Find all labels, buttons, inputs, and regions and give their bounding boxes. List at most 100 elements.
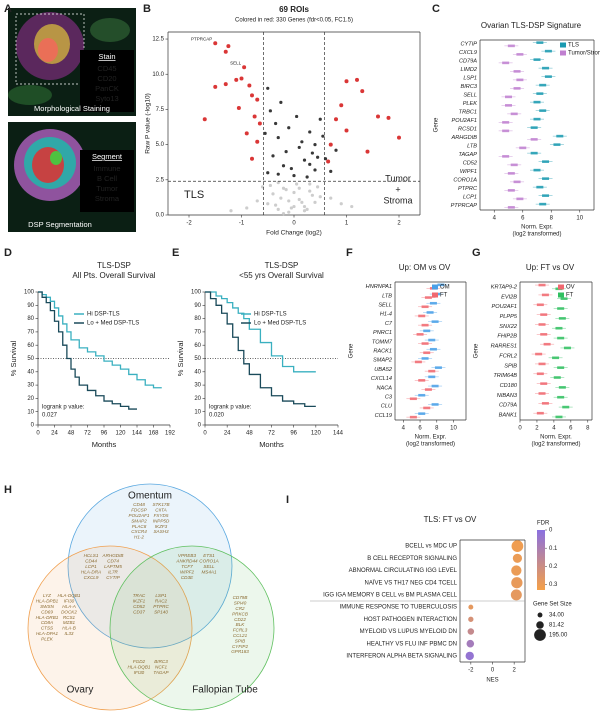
x-axis-label: (log2 transformed)	[406, 442, 455, 448]
x-tick-label: 6	[521, 216, 525, 222]
box	[423, 351, 431, 355]
venn-set	[109, 545, 275, 711]
point	[266, 202, 270, 206]
legend-label: Tumor	[96, 184, 118, 193]
venn-set	[67, 483, 233, 649]
point	[376, 114, 380, 119]
y-tick-label: 70	[27, 329, 34, 335]
venn-gene: SASH3	[153, 529, 169, 534]
chart-subtitle: <55 yrs Overall Survival	[239, 271, 324, 280]
box	[557, 366, 565, 369]
x-tick-label: 48	[68, 431, 75, 437]
box	[539, 202, 547, 206]
venn-gene: IL33	[65, 631, 74, 636]
venn-gene: HLA-DQB1	[128, 665, 151, 670]
colorbar	[537, 530, 545, 590]
x-tick-label: 8	[586, 426, 590, 432]
venn-gene: LSP1	[155, 593, 167, 598]
y-tick-label: 10	[194, 409, 201, 415]
x-tick-label: 1	[345, 221, 349, 227]
box	[538, 362, 546, 366]
box	[507, 206, 515, 209]
size-key	[537, 612, 543, 618]
box	[421, 357, 429, 360]
venn-gene: POU2AF1	[129, 513, 150, 518]
x-tick-label: 48	[246, 431, 253, 437]
y-tick-label: KRTAP9-2	[491, 284, 518, 290]
venn-set-label: Ovary	[67, 685, 94, 696]
point	[229, 209, 233, 213]
legend-label: PanCK	[95, 84, 119, 93]
venn-gene: BLK	[236, 622, 246, 627]
box	[513, 70, 521, 73]
venn-gene: TCF7	[181, 564, 193, 569]
box	[516, 53, 524, 56]
point	[281, 211, 286, 216]
x-axis-label: Norm. Expr.	[521, 225, 553, 231]
y-tick-label: PNRC1	[373, 330, 392, 336]
y-tick-label: CORO1A	[453, 178, 477, 184]
x-axis-label: Norm. Expr.	[415, 435, 447, 441]
y-tick-label: TRIM64B	[493, 373, 517, 379]
point	[250, 93, 254, 98]
point	[223, 82, 228, 87]
y-tick-label: PTPRC	[458, 186, 478, 192]
dot	[512, 553, 523, 563]
legend-label: Hi DSP-TLS	[254, 312, 287, 318]
venn-gene: FDCSP	[131, 508, 148, 513]
y-tick-label: LTB	[467, 144, 477, 150]
panel-letter: I	[286, 494, 289, 506]
chart-subtitle: Colored in red: 330 Genes (fdr<0.05, FC1…	[235, 18, 353, 24]
x-axis-label: Months	[92, 440, 117, 449]
box	[533, 168, 541, 172]
point	[242, 65, 247, 70]
venn-gene: SMAP2	[131, 518, 147, 523]
box	[519, 146, 527, 150]
box	[555, 415, 563, 419]
y-tick-label: 0	[31, 423, 35, 429]
box	[424, 296, 432, 299]
venn-gene: PLEK	[41, 636, 54, 641]
x-tick-label: 6	[569, 426, 573, 432]
annotation: logrank p value:	[42, 405, 85, 411]
box	[418, 379, 426, 382]
y-tick-label: CD79A	[499, 403, 517, 409]
y-axis-label: Gene	[349, 343, 355, 358]
point	[313, 168, 317, 172]
colorbar-label: 0	[549, 528, 553, 534]
box	[418, 393, 426, 397]
venn-gene: SPIB	[235, 638, 245, 643]
venn-gene: FGD2	[133, 659, 146, 664]
y-tick-label: PTPRCAP	[451, 203, 478, 209]
y-axis-label: Raw P value (-log10)	[145, 93, 152, 154]
point	[289, 166, 293, 171]
point	[247, 83, 252, 88]
point	[281, 164, 286, 168]
point	[397, 135, 401, 140]
legend-label: Tumor/Stroma	[568, 51, 600, 57]
venn-gene: RCS1	[63, 615, 76, 620]
point	[276, 207, 280, 211]
y-tick-label: 60	[27, 343, 34, 349]
point	[245, 206, 249, 210]
box	[540, 313, 548, 316]
x-tick-label: 8	[435, 426, 439, 432]
legend-label: 81.42	[549, 623, 565, 629]
y-tick-label: 50	[194, 356, 201, 362]
x-tick-label: 8	[550, 216, 554, 222]
point	[300, 140, 304, 144]
point	[292, 190, 296, 195]
y-tick-label: H1-4	[380, 312, 392, 318]
box	[530, 138, 538, 141]
venn-gene: CD37	[133, 609, 145, 614]
x-axis-label: Fold Change (log2)	[266, 230, 322, 237]
venn-gene: CTSS	[41, 626, 54, 631]
box	[431, 403, 439, 406]
point	[292, 204, 296, 209]
venn-gene: HCLS1	[84, 553, 99, 558]
box	[562, 405, 570, 409]
point	[365, 149, 370, 154]
point	[305, 207, 309, 211]
chart-title: Up: OM vs OV	[399, 263, 451, 272]
